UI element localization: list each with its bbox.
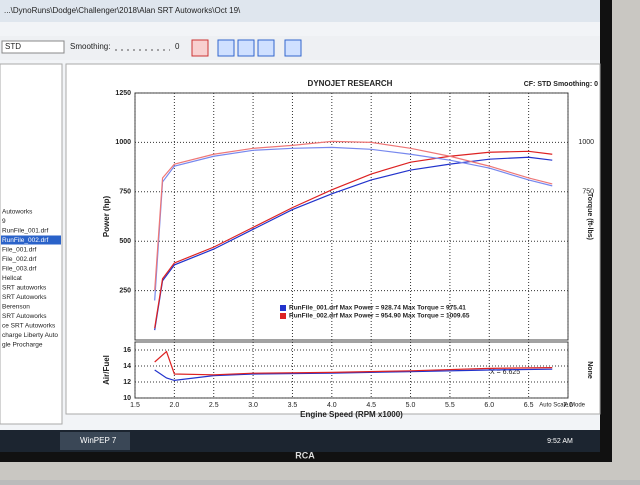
title-bar bbox=[0, 0, 600, 22]
smoothing-value: 0 bbox=[175, 42, 180, 51]
y2-tick-label: 1000 bbox=[578, 139, 594, 146]
chart-title: DYNOJET RESEARCH bbox=[308, 79, 393, 88]
x-tick-label: 3.5 bbox=[288, 402, 298, 409]
file-item: Autoworks bbox=[2, 209, 33, 216]
x-tick-label: 2.0 bbox=[169, 402, 179, 409]
y-tick-label: 500 bbox=[119, 238, 131, 245]
x-axis-label: Engine Speed (RPM x1000) bbox=[300, 410, 403, 419]
y2-tick-label: 750 bbox=[582, 189, 594, 196]
data-line bbox=[154, 350, 553, 376]
y-tick-label: 12 bbox=[123, 379, 131, 386]
x-tick-label: 3.0 bbox=[248, 402, 258, 409]
clock: 9:52 AM bbox=[547, 438, 573, 445]
legend-swatch bbox=[280, 313, 286, 319]
x-tick-label: 1.5 bbox=[130, 402, 140, 409]
y-tick-label: 1250 bbox=[115, 90, 131, 97]
file-item: SRT Autoworks bbox=[2, 294, 47, 301]
file-item: RunFile_002.drf bbox=[2, 237, 48, 244]
legend-label: RunFile_002.drf Max Power = 954.90 Max T… bbox=[289, 313, 470, 320]
status-text: Auto Scale Mode bbox=[539, 403, 585, 409]
y-tick-label: 250 bbox=[119, 287, 131, 294]
data-line bbox=[154, 156, 553, 331]
file-list: Autoworks 9 RunFile_001.drf RunFile_002.drf… bbox=[1, 209, 61, 349]
plot-area bbox=[134, 92, 569, 341]
window-title: ...\DynoRuns\Dodge\Challenger\2018\Alan … bbox=[4, 6, 241, 15]
y-tick-label: 14 bbox=[123, 363, 131, 370]
x-tick-label: 6.5 bbox=[524, 402, 534, 409]
tool-button[interactable] bbox=[191, 39, 209, 57]
y-tick-label: 750 bbox=[119, 189, 131, 196]
file-item: RunFile_001.drf bbox=[2, 228, 48, 235]
data-line bbox=[154, 150, 553, 329]
y2-axis-label: Torque (ft-lbs) bbox=[586, 193, 593, 240]
file-item: Berenson bbox=[2, 304, 30, 311]
tool-button[interactable] bbox=[284, 39, 302, 57]
file-item: File_002.drf bbox=[2, 256, 37, 263]
correction-select[interactable] bbox=[1, 40, 65, 54]
file-item: File_003.drf bbox=[2, 266, 37, 273]
x-tick-label: 4.0 bbox=[327, 402, 337, 409]
selected-row bbox=[1, 235, 61, 245]
y-tick-label: 16 bbox=[123, 347, 131, 354]
file-item: Hellcat bbox=[2, 275, 22, 282]
x-tick-label: 5.5 bbox=[445, 402, 455, 409]
x-tick-label: 6.0 bbox=[484, 402, 494, 409]
correction-value: STD bbox=[5, 42, 21, 51]
cursor-label: X = 6.625 bbox=[490, 369, 520, 376]
file-item: File_001.drf bbox=[2, 247, 37, 254]
y2-axis-label: None bbox=[586, 361, 593, 379]
file-item: SRT autoworks bbox=[2, 285, 47, 292]
x-tick-label: 4.5 bbox=[366, 402, 376, 409]
file-item: 9 bbox=[2, 218, 6, 225]
file-item: charge Liberty Auto bbox=[2, 332, 58, 339]
tool-button[interactable] bbox=[257, 39, 275, 57]
file-item: SRT Autoworks bbox=[2, 313, 47, 320]
y-axis-label: Power (hp) bbox=[102, 196, 111, 238]
x-tick-label: 7.0 bbox=[563, 402, 573, 409]
charts: DYNOJET RESEARCH CF: STD Smoothing: 0 250 5… bbox=[102, 79, 598, 419]
data-line bbox=[154, 146, 553, 301]
file-item: ce SRT Autoworks bbox=[2, 323, 56, 330]
legend-label: RunFile_001.drf Max Power = 928.74 Max T… bbox=[289, 305, 466, 312]
y-tick-label: 1000 bbox=[115, 139, 131, 146]
legend-swatch bbox=[280, 305, 286, 311]
y-tick-label: 10 bbox=[123, 395, 131, 402]
y-axis-label: Air/Fuel bbox=[102, 355, 111, 385]
smoothing-label: Smoothing: bbox=[70, 42, 110, 51]
tool-button[interactable] bbox=[237, 39, 255, 57]
file-item: gle Procharge bbox=[2, 342, 43, 349]
chart-subtitle: CF: STD Smoothing: 0 bbox=[524, 81, 598, 88]
tool-button[interactable] bbox=[217, 39, 235, 57]
brand: RCA bbox=[295, 450, 315, 460]
data-line bbox=[154, 140, 553, 291]
x-tick-label: 5.0 bbox=[406, 402, 416, 409]
data-line bbox=[154, 368, 553, 382]
taskbar-app[interactable] bbox=[60, 432, 130, 450]
x-tick-label: 2.5 bbox=[209, 402, 219, 409]
taskbar-app-label: WinPEP 7 bbox=[80, 436, 117, 445]
taskbar bbox=[0, 430, 600, 452]
